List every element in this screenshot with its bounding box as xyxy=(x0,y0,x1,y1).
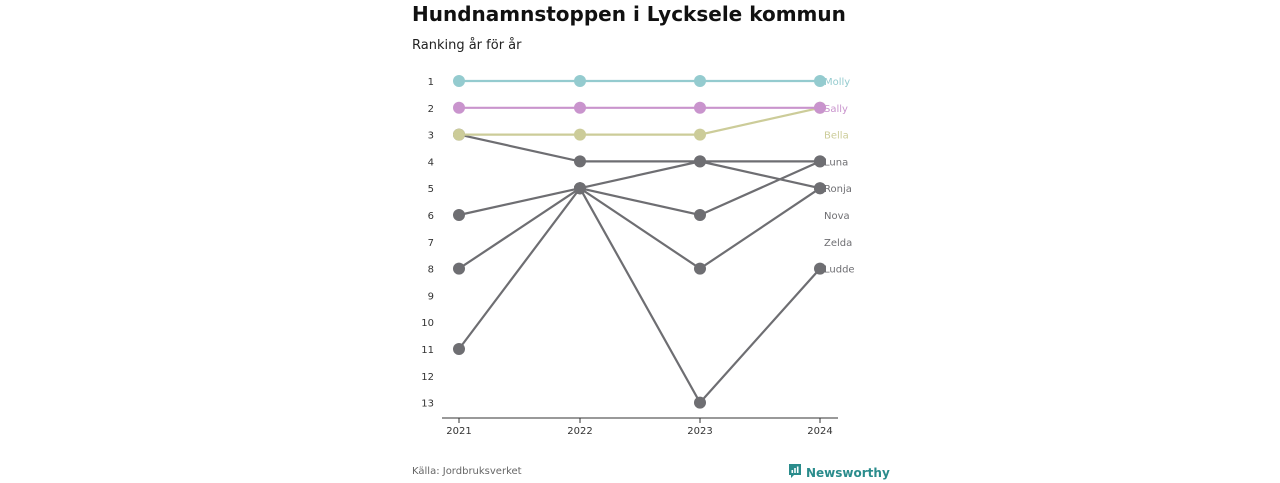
series-line-luna xyxy=(458,133,821,190)
data-point-molly xyxy=(574,75,586,87)
series-line-zelda xyxy=(458,186,821,350)
y-tick-label: 6 xyxy=(428,211,434,222)
series-line-bella xyxy=(459,106,821,136)
data-point-ludde xyxy=(694,396,706,409)
data-point-luna xyxy=(814,182,826,195)
data-point-zelda xyxy=(453,343,465,355)
x-tick-label: 2024 xyxy=(807,426,832,437)
data-point-ronja xyxy=(814,155,826,168)
series-line-nova xyxy=(458,160,821,270)
end-label-zelda: Zelda xyxy=(824,238,852,249)
data-point-molly xyxy=(453,75,465,87)
y-tick-label: 7 xyxy=(428,238,434,249)
data-point-ronja xyxy=(453,209,465,221)
brand[interactable]: Newsworthy xyxy=(788,463,890,483)
data-point-ronja xyxy=(574,182,586,195)
chart-title: Hundnamnstoppen i Lycksele kommun xyxy=(412,2,846,26)
data-point-ludde xyxy=(814,262,826,275)
chart-subtitle: Ranking år för år xyxy=(412,38,522,53)
data-point-molly xyxy=(814,75,826,87)
data-point-bella xyxy=(694,128,706,141)
data-point-nova xyxy=(694,209,706,221)
data-point-sally xyxy=(814,101,826,114)
x-axis: 2021 2022 2023 2024 xyxy=(442,417,838,437)
data-point-bella xyxy=(574,128,586,141)
end-label-luna: Luna xyxy=(824,157,848,168)
y-tick-label: 8 xyxy=(428,265,434,276)
data-point-luna xyxy=(574,155,586,168)
data-point-bella xyxy=(453,128,465,141)
source-note: Källa: Jordbruksverket xyxy=(412,466,522,477)
chart-container: 1 2 3 4 5 6 7 8 9 10 11 12 13 2021 2022 2023 2024 Molly… xyxy=(412,0,890,480)
y-tick-label: 11 xyxy=(421,345,434,356)
y-tick-label: 1 xyxy=(428,77,434,88)
series-line-ronja xyxy=(458,160,820,217)
data-point-sally xyxy=(453,101,465,114)
y-tick-label: 5 xyxy=(428,184,434,195)
end-label-ronja: Ronja xyxy=(824,184,852,195)
y-tick-label: 9 xyxy=(428,291,434,302)
end-label-sally: Sally xyxy=(824,104,848,115)
end-label-bella: Bella xyxy=(824,131,849,142)
data-point-molly xyxy=(694,75,706,87)
y-tick-label: 13 xyxy=(421,399,434,410)
x-tick-label: 2023 xyxy=(687,426,712,437)
y-tick-label: 10 xyxy=(421,318,434,329)
data-point-luna xyxy=(694,155,706,168)
x-tick-label: 2021 xyxy=(446,426,471,437)
end-label-nova: Nova xyxy=(824,211,850,222)
end-labels: Molly Sally Bella Luna Ronja Nova Zelda Ludde xyxy=(824,77,855,276)
data-point-zelda xyxy=(694,262,706,275)
series-points xyxy=(453,75,826,409)
y-tick-label: 12 xyxy=(421,372,434,383)
y-tick-label: 4 xyxy=(428,157,434,168)
end-label-ludde: Ludde xyxy=(824,265,855,276)
data-point-sally xyxy=(574,101,586,114)
brand-name: Newsworthy xyxy=(806,466,890,480)
data-point-sally xyxy=(694,101,706,114)
newsworthy-logo-icon xyxy=(788,463,802,483)
y-tick-label: 2 xyxy=(428,104,434,115)
series-lines xyxy=(458,79,821,405)
x-tick-label: 2022 xyxy=(567,426,592,437)
data-point-nova xyxy=(453,262,465,275)
end-label-molly: Molly xyxy=(824,77,850,88)
y-tick-label: 3 xyxy=(428,131,434,142)
